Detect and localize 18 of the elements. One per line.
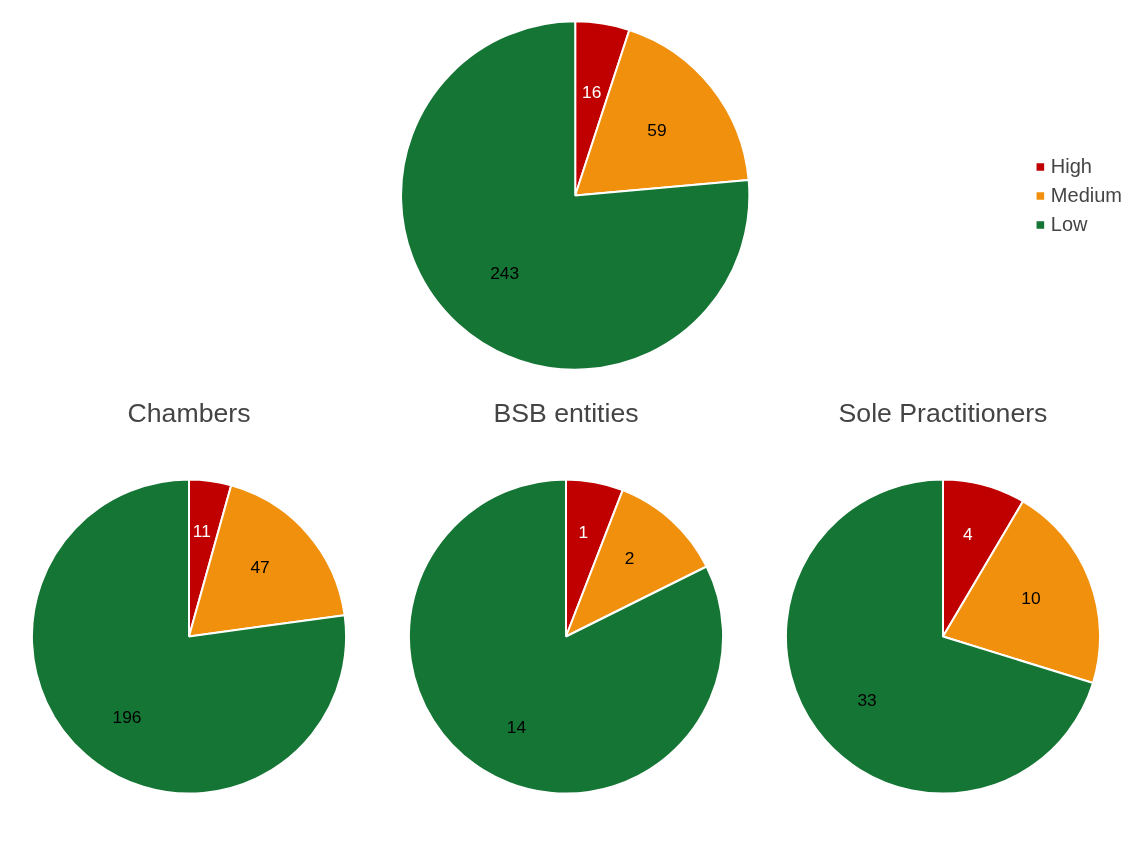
- legend-label: High: [1050, 154, 1092, 178]
- data-label: 196: [112, 706, 142, 727]
- data-label: 59: [647, 120, 667, 141]
- data-label: 4: [963, 523, 974, 544]
- data-label: 2: [624, 547, 635, 568]
- legend-label: Low: [1050, 212, 1088, 236]
- data-label: 47: [250, 556, 270, 577]
- data-label: 1: [578, 521, 589, 542]
- data-label: 10: [1021, 588, 1041, 609]
- data-label: 11: [192, 521, 211, 542]
- legend-label: Medium: [1050, 183, 1122, 207]
- chart-title: Chambers: [127, 397, 251, 428]
- data-label: 14: [506, 716, 527, 737]
- data-label: 16: [582, 82, 602, 103]
- chart-title: Sole Practitioners: [838, 397, 1048, 428]
- data-label: 33: [857, 689, 877, 710]
- chart-title: BSB entities: [493, 397, 639, 428]
- data-label: 243: [490, 262, 520, 283]
